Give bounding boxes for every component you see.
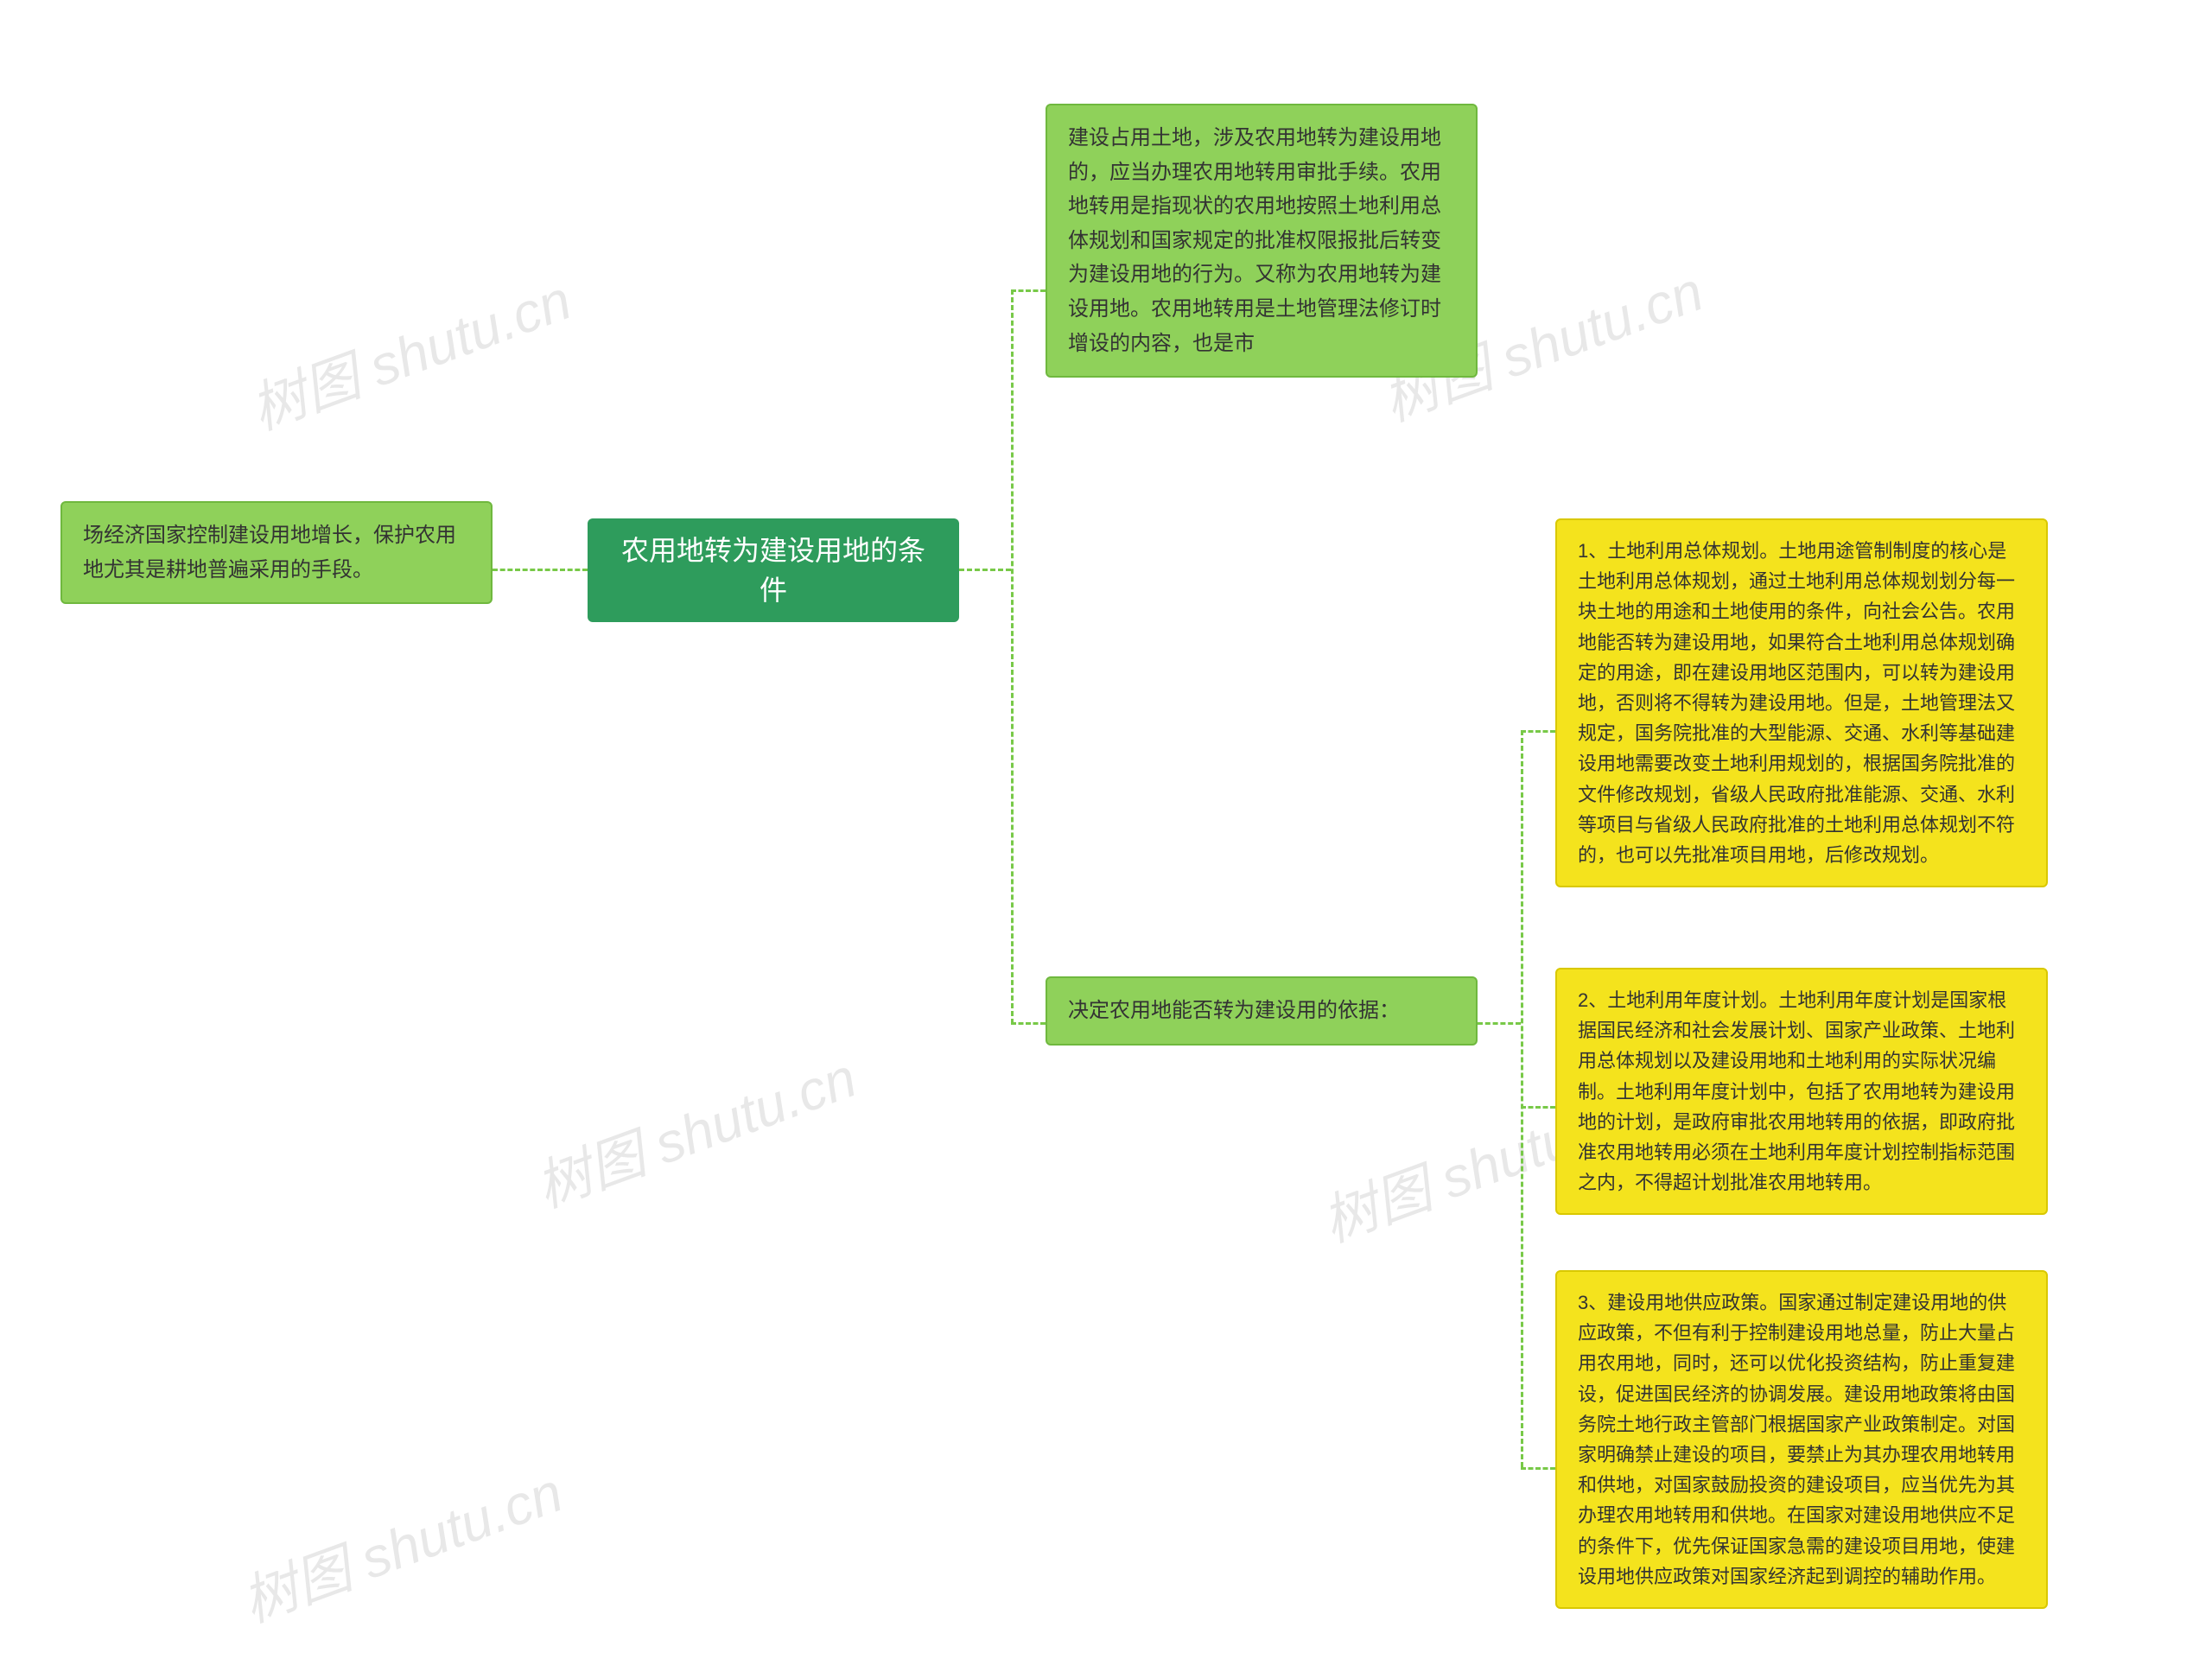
detail-node-1-text: 1、土地利用总体规划。土地用途管制制度的核心是土地利用总体规划，通过土地利用总体… [1578, 540, 2015, 866]
left-node: 场经济国家控制建设用地增长，保护农用地尤其是耕地普遍采用的手段。 [60, 501, 493, 604]
connector [1521, 730, 1523, 1467]
connector [1521, 1467, 1555, 1470]
connector [1011, 289, 1014, 1024]
root-node-text: 农用地转为建设用地的条件 [608, 531, 938, 611]
connector [1521, 730, 1555, 733]
right-top-node-text: 建设占用土地，涉及农用地转为建设用地的，应当办理农用地转用审批手续。农用地转用是… [1068, 126, 1441, 355]
right-mid-node: 决定农用地能否转为建设用的依据： [1046, 976, 1478, 1046]
connector [1478, 1022, 1521, 1025]
detail-node-2-text: 2、土地利用年度计划。土地利用年度计划是国家根据国民经济和社会发展计划、国家产业… [1578, 989, 2015, 1193]
watermark: 树图 shutu.cn [230, 1448, 572, 1637]
connector [1521, 1106, 1555, 1109]
watermark: 树图 shutu.cn [524, 1033, 866, 1223]
root-node: 农用地转为建设用地的条件 [588, 518, 959, 622]
detail-node-3-text: 3、建设用地供应政策。国家通过制定建设用地的供应政策，不但有利于控制建设用地总量… [1578, 1292, 2015, 1587]
left-node-text: 场经济国家控制建设用地增长，保护农用地尤其是耕地普遍采用的手段。 [83, 524, 456, 582]
detail-node-3: 3、建设用地供应政策。国家通过制定建设用地的供应政策，不但有利于控制建设用地总量… [1555, 1270, 2048, 1609]
connector [493, 569, 588, 571]
right-top-node: 建设占用土地，涉及农用地转为建设用地的，应当办理农用地转用审批手续。农用地转用是… [1046, 104, 1478, 378]
right-mid-node-text: 决定农用地能否转为建设用的依据： [1068, 999, 1400, 1022]
connector [959, 569, 1011, 571]
connector [1011, 289, 1046, 292]
watermark: 树图 shutu.cn [238, 256, 581, 445]
detail-node-2: 2、土地利用年度计划。土地利用年度计划是国家根据国民经济和社会发展计划、国家产业… [1555, 968, 2048, 1215]
detail-node-1: 1、土地利用总体规划。土地用途管制制度的核心是土地利用总体规划，通过土地利用总体… [1555, 518, 2048, 887]
connector [1011, 1022, 1046, 1025]
